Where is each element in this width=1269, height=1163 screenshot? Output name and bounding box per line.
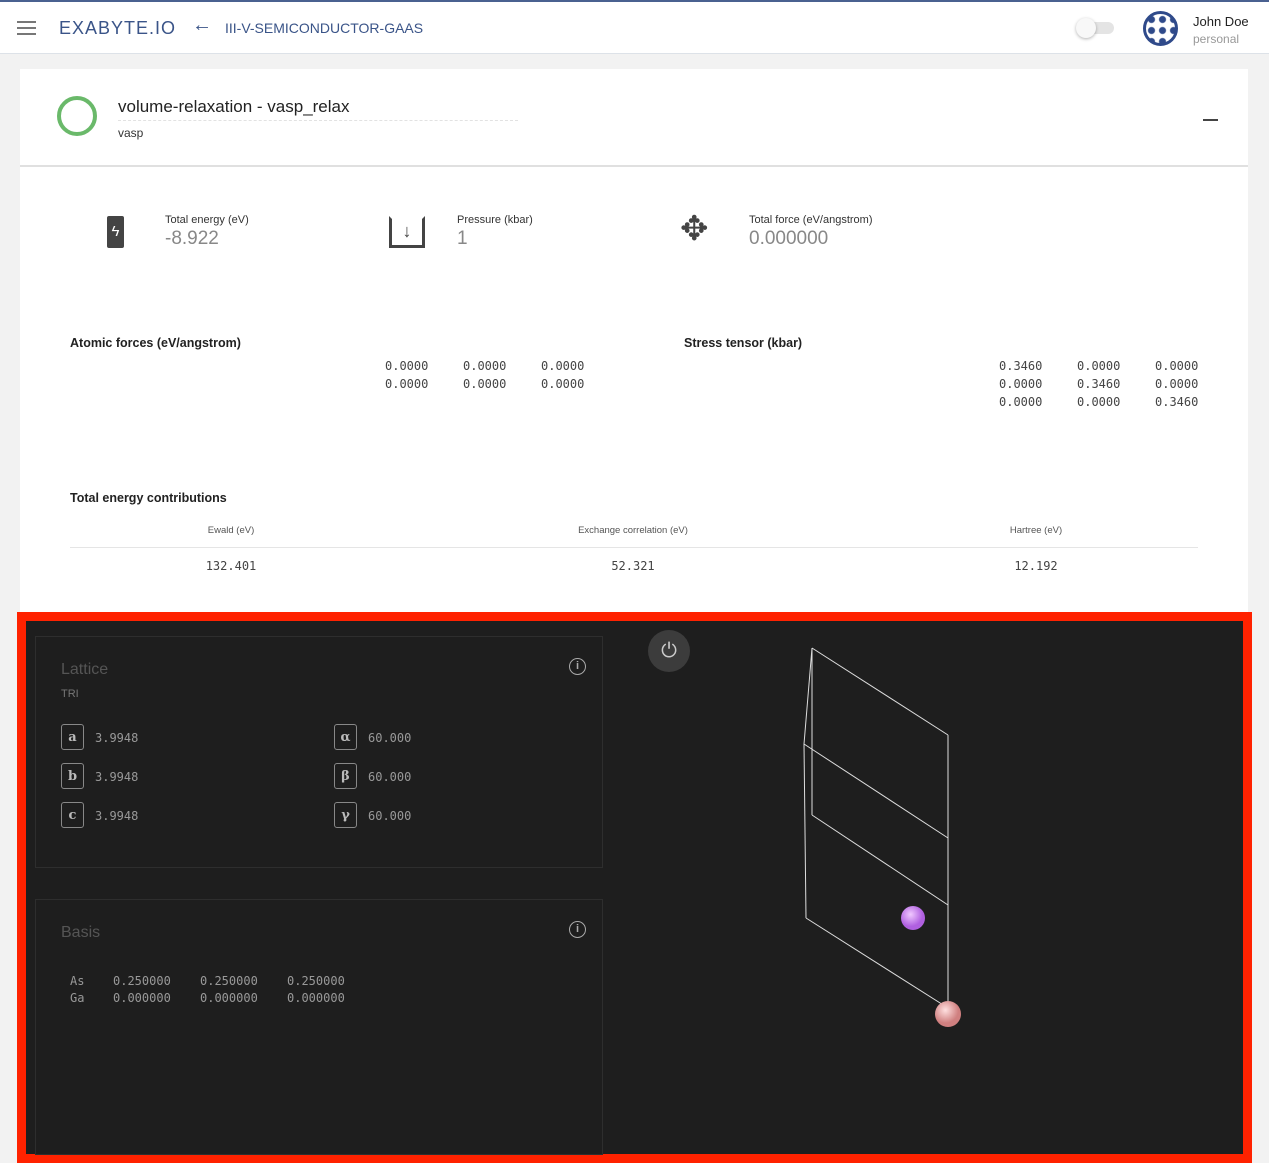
collapse-button[interactable]	[1203, 119, 1218, 121]
energy-contributions-title: Total energy contributions	[70, 491, 227, 505]
stress-value: 0.3460	[999, 359, 1043, 373]
stress-value: 0.3460	[1077, 377, 1121, 391]
stress-value: 0.0000	[1155, 377, 1199, 391]
cell-edge	[805, 917, 949, 1009]
avatar[interactable]	[1143, 11, 1178, 46]
basis-panel: Basis i As 0.250000 0.250000 0.250000 Ga 0.00…	[35, 899, 603, 1155]
force-value: 0.0000	[463, 359, 507, 373]
basis-element: Ga	[70, 991, 85, 1005]
lattice-param-badge: α	[334, 724, 357, 750]
info-icon[interactable]: i	[569, 658, 586, 675]
force-value: 0.0000	[463, 377, 507, 391]
lattice-param-value: 60.000	[368, 809, 412, 823]
lattice-param-badge: c	[61, 802, 84, 828]
metric-label: Total force (eV/angstrom)	[749, 214, 873, 226]
basis-coordinate: 0.000000	[287, 991, 345, 1005]
logo[interactable]: EXABYTE.IO	[59, 18, 177, 38]
cell-edge	[803, 647, 813, 745]
stress-value: 0.0000	[1077, 395, 1121, 409]
metric-value: 0.000000	[749, 228, 829, 249]
divider	[20, 165, 1248, 167]
metric-label: Total energy (eV)	[165, 214, 249, 226]
unit-application: vasp	[118, 126, 144, 140]
cell-edge	[811, 647, 949, 736]
info-icon[interactable]: i	[569, 921, 586, 938]
stress-value: 0.0000	[1077, 359, 1121, 373]
metric-label: Pressure (kbar)	[457, 214, 533, 226]
column-header: Hartree (eV)	[1009, 525, 1063, 536]
basis-title: Basis	[61, 924, 101, 941]
lattice-param-badge: b	[61, 763, 84, 789]
divider	[70, 547, 1198, 548]
status-circle-icon	[57, 96, 97, 136]
lattice-param-value: 3.9948	[95, 731, 139, 745]
account-type: personal	[1193, 32, 1240, 46]
basis-coordinate: 0.000000	[200, 991, 258, 1005]
lattice-param-badge: β	[334, 763, 357, 789]
lattice-param-value: 3.9948	[95, 809, 139, 823]
cell-edge	[811, 814, 949, 906]
stress-value: 0.3460	[1155, 395, 1199, 409]
cell-edge	[803, 743, 949, 839]
user-name[interactable]: John Doe	[1193, 14, 1249, 29]
lattice-param-value: 60.000	[368, 731, 412, 745]
force-value: 0.0000	[385, 377, 429, 391]
force-value: 0.0000	[385, 359, 429, 373]
download-box-icon: ↓	[389, 216, 425, 248]
back-arrow-icon[interactable]: ←	[192, 14, 212, 36]
unit-card: volume-relaxation - vasp_relax vasp ϟ To…	[20, 69, 1248, 614]
theme-toggle[interactable]	[1076, 18, 1114, 38]
table-cell: 12.192	[1014, 559, 1058, 573]
basis-coordinate: 0.250000	[287, 974, 345, 988]
table-cell: 132.401	[205, 559, 257, 573]
move-arrows-icon: ✥	[680, 210, 709, 248]
cell-edge	[803, 743, 807, 919]
stress-value: 0.0000	[999, 395, 1043, 409]
table-cell: 52.321	[611, 559, 655, 573]
atom-ga	[935, 1001, 961, 1027]
column-header: Exchange correlation (eV)	[578, 525, 688, 536]
stress-value: 0.0000	[999, 377, 1043, 391]
lattice-param-badge: a	[61, 724, 84, 750]
stress-tensor-title: Stress tensor (kbar)	[684, 336, 803, 350]
metric-value: 1	[457, 228, 468, 249]
basis-coordinate: 0.250000	[200, 974, 258, 988]
stress-value: 0.0000	[1155, 359, 1199, 373]
lattice-type: TRI	[61, 688, 79, 700]
metric-value: -8.922	[165, 228, 219, 249]
force-value: 0.0000	[541, 377, 585, 391]
lattice-param-badge: γ	[334, 802, 357, 828]
lattice-title: Lattice	[61, 661, 109, 678]
lattice-param-value: 3.9948	[95, 770, 139, 784]
power-button[interactable]: ⏻	[648, 630, 690, 672]
project-breadcrumb[interactable]: III-V-SEMICONDUCTOR-GAAS	[225, 20, 424, 36]
unit-title[interactable]: volume-relaxation - vasp_relax	[118, 97, 518, 121]
lattice-panel: Lattice TRI i a 3.9948 b 3.9948 c 3.9948 α 60.0…	[35, 636, 603, 868]
top-bar: EXABYTE.IO ← III-V-SEMICONDUCTOR-GAAS Jo…	[0, 0, 1269, 54]
force-value: 0.0000	[541, 359, 585, 373]
basis-coordinate: 0.000000	[113, 991, 171, 1005]
battery-charging-icon: ϟ	[107, 216, 124, 248]
atomic-forces-title: Atomic forces (eV/angstrom)	[70, 336, 241, 350]
basis-coordinate: 0.250000	[113, 974, 171, 988]
lattice-param-value: 60.000	[368, 770, 412, 784]
basis-element: As	[70, 974, 85, 988]
atom-as	[901, 906, 925, 930]
column-header: Ewald (eV)	[207, 525, 255, 536]
menu-icon[interactable]	[17, 21, 36, 35]
